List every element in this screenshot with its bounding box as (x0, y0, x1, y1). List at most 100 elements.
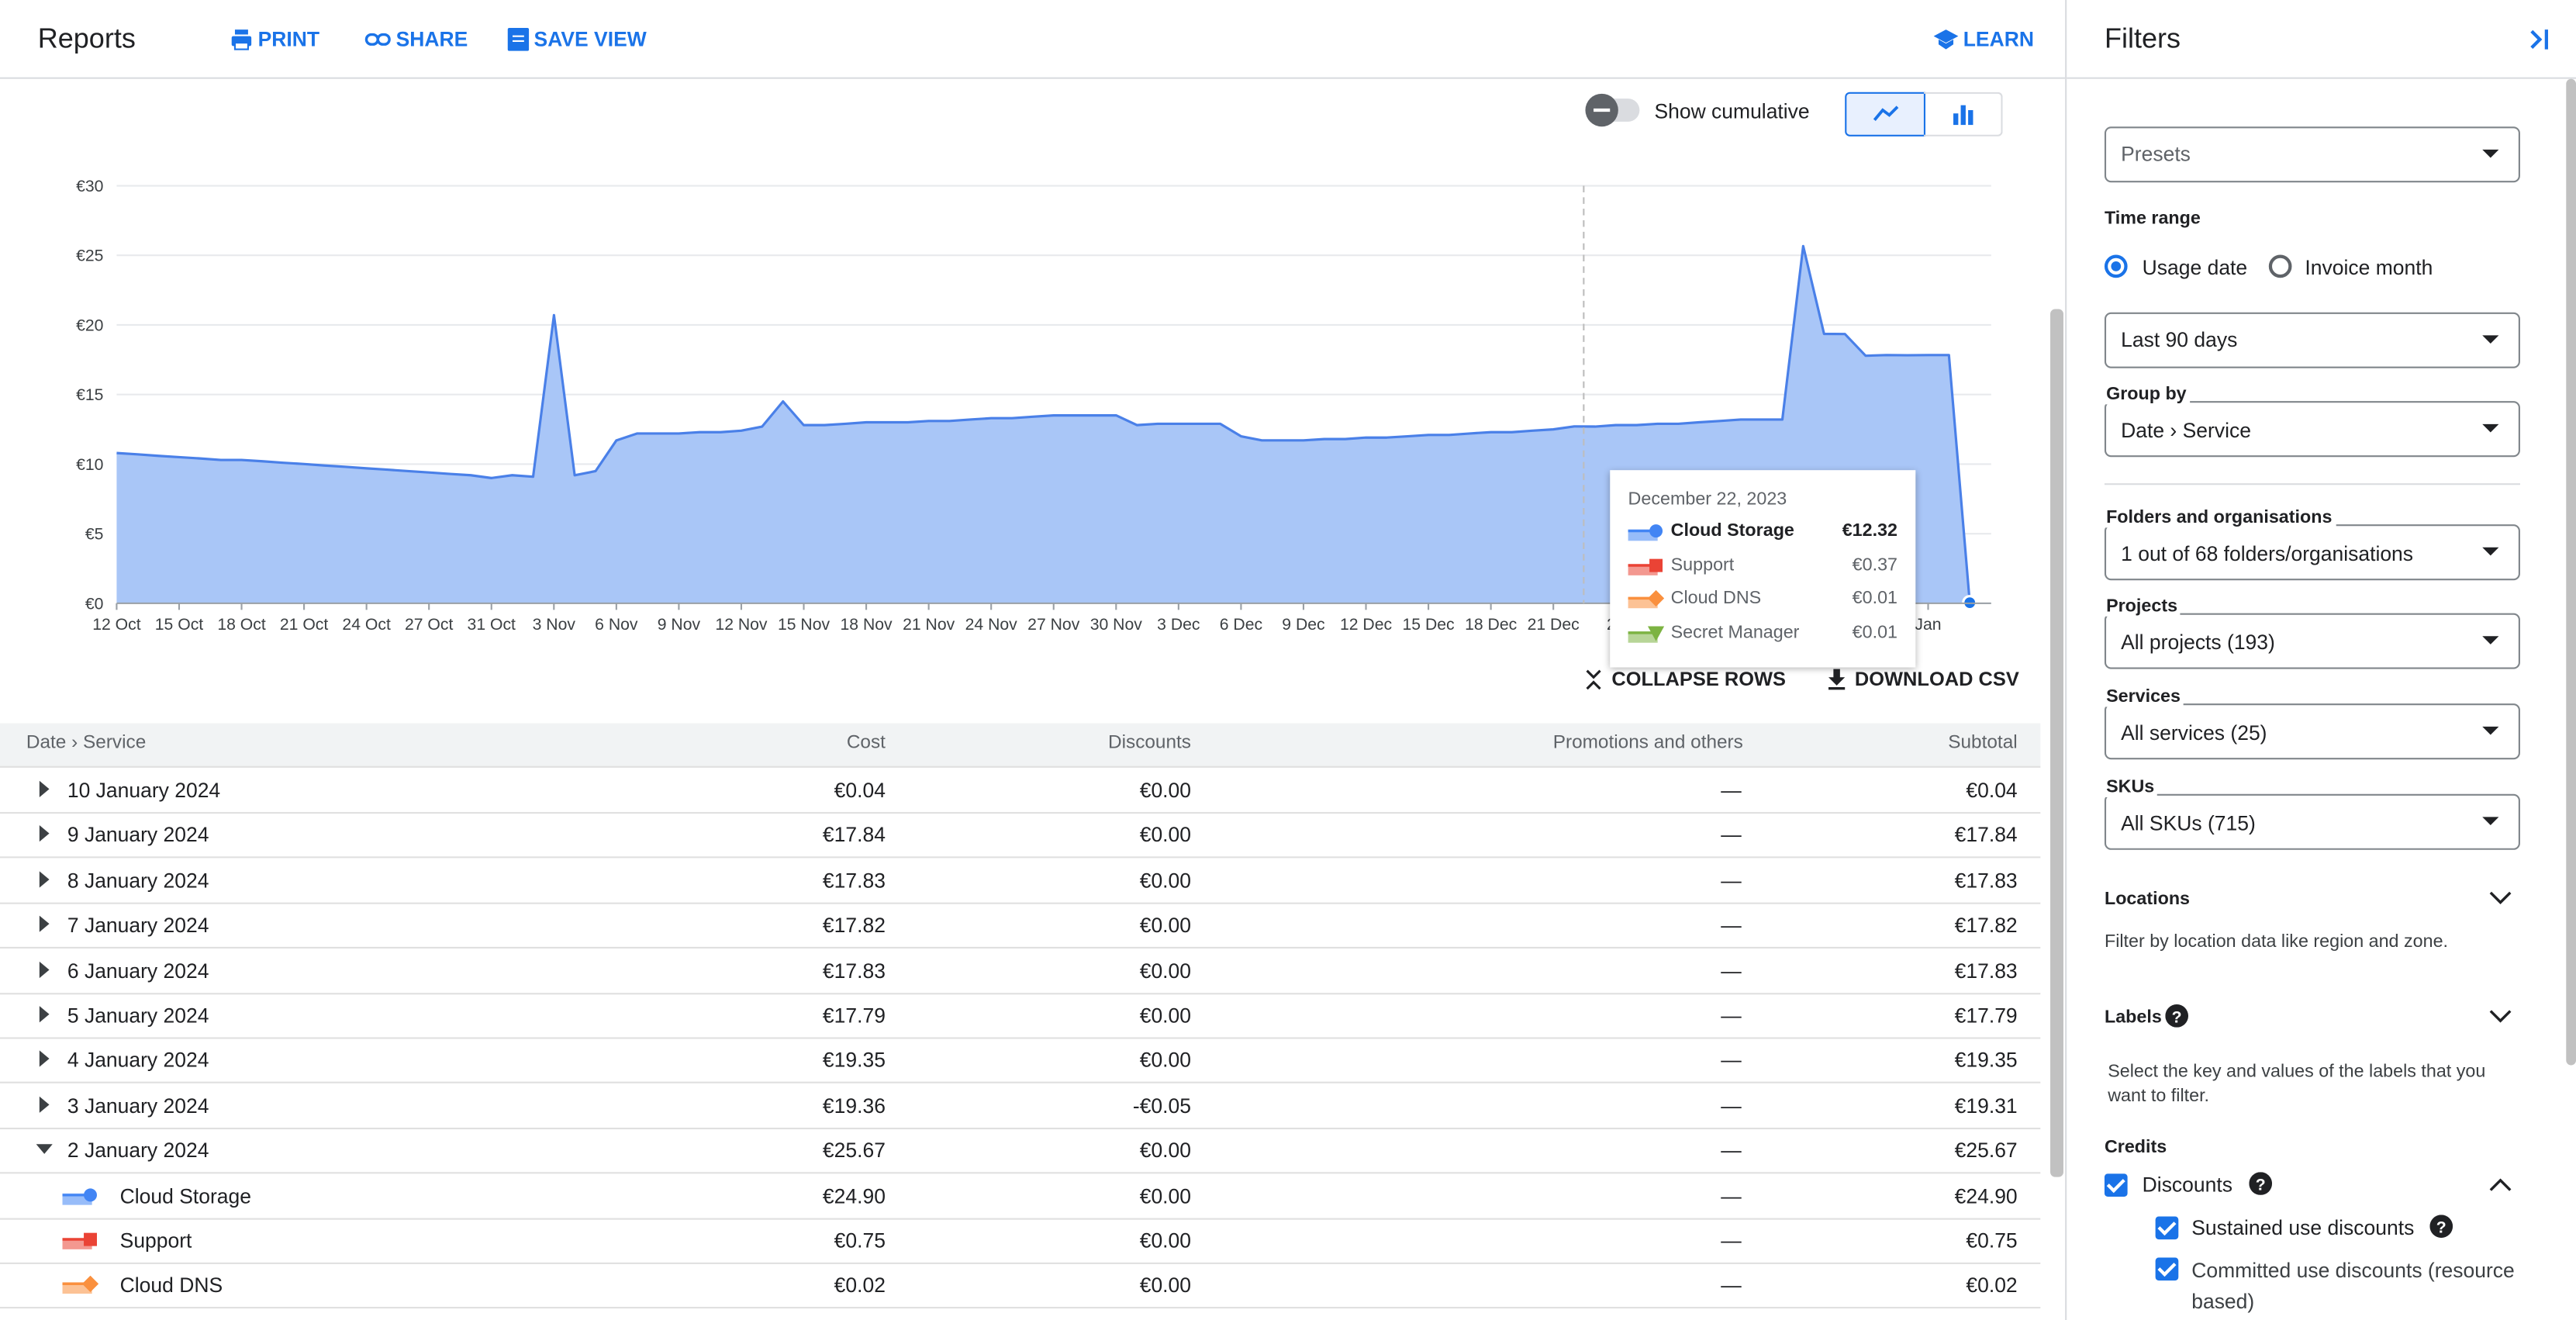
expand-caret[interactable] (36, 961, 53, 978)
tooltip-value: €0.01 (1852, 588, 1898, 609)
print-button[interactable]: PRINT (230, 28, 319, 51)
filter-label: Folders and organisations (2102, 507, 2336, 528)
expand-caret[interactable] (36, 1051, 53, 1068)
table-cell: — (1721, 1229, 1742, 1253)
table-cell: €17.79 (822, 1004, 886, 1028)
table-row: 5 January 2024 €17.79 €0.00 — €17.79 (0, 993, 2041, 1039)
table-header: Date › Service Cost Discounts Promotions an… (0, 723, 2041, 768)
x-tick-label: 3 Dec (1157, 616, 1200, 634)
bar-view-button[interactable] (1923, 92, 2003, 136)
line-icon (1873, 105, 1899, 121)
radio-selected[interactable] (2104, 254, 2128, 278)
table-cell: €0.00 (1139, 779, 1191, 803)
filter-select[interactable]: Services All services (25) (2102, 686, 2520, 760)
link-icon (364, 33, 391, 46)
table-cell: €17.82 (1954, 914, 2018, 938)
table-cell: €0.00 (1139, 914, 1191, 938)
share-button[interactable]: SHARE (364, 28, 468, 51)
expand-caret[interactable] (36, 1096, 53, 1113)
radio-unselected[interactable] (2268, 254, 2292, 278)
radio-label: Usage date (2142, 256, 2248, 280)
expand-icon[interactable] (2489, 1007, 2512, 1024)
table-cell: — (1721, 959, 1742, 983)
tooltip-series: Secret Manager (1670, 622, 1800, 642)
table-cell: €17.83 (822, 959, 886, 983)
icon-marker (81, 1276, 99, 1293)
panel-divider (2065, 0, 2067, 1320)
cumulative-toggle[interactable] (1585, 93, 1640, 127)
radio-label: Invoice month (2305, 256, 2433, 280)
table-cell: €17.84 (822, 824, 886, 848)
x-tick-label: 15 Oct (155, 616, 204, 634)
x-tick-label: 27 Nov (1027, 616, 1080, 634)
x-tick-label: 9 Dec (1282, 616, 1325, 634)
filter-label: Group by (2102, 384, 2190, 405)
table-row: 10 January 2024 €0.04 €0.00 — €0.04 (0, 768, 2041, 814)
expand-caret[interactable] (36, 780, 53, 797)
table-cell: €17.84 (1954, 824, 2018, 848)
collapse-icon[interactable] (2489, 1177, 2512, 1194)
help-icon[interactable]: ? (2249, 1172, 2273, 1195)
table-cell: €0.00 (1139, 1004, 1191, 1028)
table-row: 2 January 2024 €25.67 €0.00 — €25.67 (0, 1128, 2041, 1174)
y-tick-label: €30 (76, 178, 103, 195)
caret-shape (39, 1006, 50, 1023)
table-cell: €0.00 (1139, 959, 1191, 983)
expand-caret[interactable] (36, 1141, 53, 1157)
checkbox[interactable] (2104, 1173, 2128, 1197)
table-cell: €0.00 (1139, 1229, 1191, 1253)
table-cell: — (1721, 1184, 1742, 1208)
checkbox[interactable] (2155, 1216, 2179, 1240)
x-tick-label: 27 Oct (405, 616, 454, 634)
tooltip-series: Cloud DNS (1670, 588, 1762, 609)
table-cell: €0.75 (1966, 1229, 2018, 1253)
table-cell: -€0.05 (1132, 1094, 1191, 1118)
table-cell: 8 January 2024 (67, 869, 209, 893)
table-cell: €0.75 (834, 1229, 886, 1253)
save-view-button[interactable]: SAVE VIEW (507, 28, 647, 51)
table-cell: €0.00 (1139, 1274, 1191, 1298)
filter-select[interactable]: Projects All projects (193) (2102, 596, 2520, 669)
time-range-label: Time range (2104, 209, 2201, 229)
x-tick-label: 6 Dec (1220, 616, 1263, 634)
dropdown-arrow (2482, 547, 2499, 556)
cumulative-label: Show cumulative (1654, 100, 1810, 123)
series-icon (1628, 558, 1663, 575)
column-header: Cost (846, 733, 886, 753)
learn-label: LEARN (1963, 28, 2034, 51)
filters-title: Filters (2104, 22, 2181, 54)
caret-shape (36, 1144, 53, 1155)
range-select[interactable]: Last 90 days (2104, 312, 2520, 368)
table-cell: 3 January 2024 (67, 1094, 209, 1118)
help-icon[interactable]: ? (2165, 1004, 2189, 1028)
filter-select[interactable]: Folders and organisations 1 out of 68 fol… (2102, 507, 2520, 581)
collapse-panel-icon[interactable] (2526, 28, 2553, 51)
table-row: 9 January 2024 €17.84 €0.00 — €17.84 (0, 813, 2041, 859)
filter-select[interactable]: Group by Date › Service (2102, 384, 2520, 458)
caret-shape (39, 825, 50, 843)
table-cell: — (1721, 1004, 1742, 1028)
expand-caret[interactable] (36, 825, 53, 843)
table-cell: €17.83 (822, 869, 886, 893)
y-tick-label: €20 (76, 316, 103, 334)
filter-value: All SKUs (715) (2121, 812, 2256, 835)
icon-marker (1647, 589, 1665, 607)
table-cell: €0.00 (1139, 869, 1191, 893)
table-cell: — (1721, 1049, 1742, 1073)
filter-select[interactable]: SKUs All SKUs (715) (2102, 777, 2520, 850)
expand-icon[interactable] (2489, 890, 2512, 906)
presets-select[interactable]: Presets (2104, 126, 2520, 183)
expand-caret[interactable] (36, 1006, 53, 1023)
help-icon[interactable]: ? (2429, 1215, 2453, 1239)
table-cell: €24.90 (1954, 1184, 2018, 1208)
collapse-rows-button[interactable]: COLLAPSE ROWS (1583, 668, 1786, 690)
download-csv-button[interactable]: DOWNLOAD CSV (1827, 668, 2019, 690)
checkbox[interactable] (2155, 1257, 2179, 1281)
table-cell: Cloud Storage (119, 1184, 251, 1208)
share-label: SHARE (395, 28, 468, 51)
expand-caret[interactable] (36, 915, 53, 933)
expand-caret[interactable] (36, 870, 53, 888)
learn-button[interactable]: LEARN (1933, 28, 2034, 51)
table-cell: €0.00 (1139, 1184, 1191, 1208)
line-view-button[interactable] (1845, 92, 1926, 136)
